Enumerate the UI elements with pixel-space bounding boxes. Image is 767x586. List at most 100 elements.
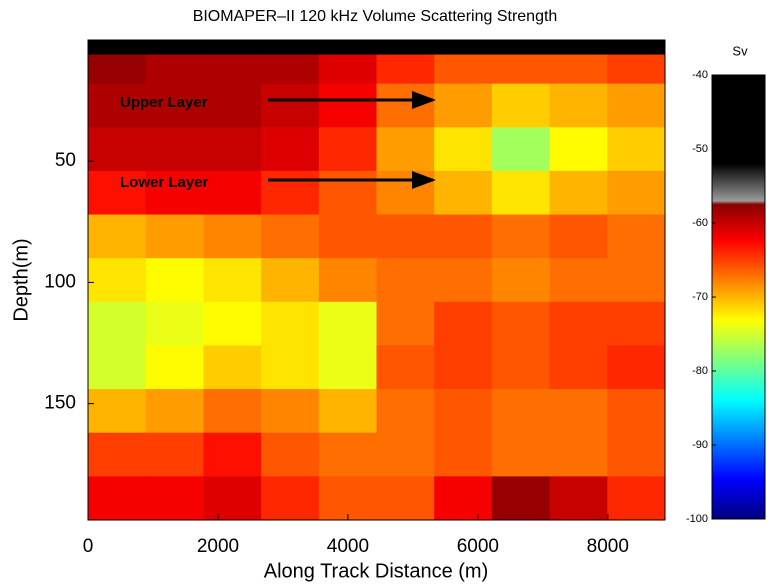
heatmap-cell	[261, 301, 320, 346]
heatmap-cell	[145, 127, 204, 172]
heatmap-cell	[549, 54, 608, 85]
chart-title: BIOMAPER–II 120 kHz Volume Scattering St…	[193, 8, 558, 25]
heatmap-cell	[376, 170, 435, 216]
heatmap-cell	[145, 258, 204, 303]
heatmap-cell	[376, 432, 435, 477]
heatmap-cell	[261, 345, 320, 390]
colorbar-tick-label: -40	[692, 69, 708, 81]
heatmap-cell	[318, 301, 377, 346]
heatmap-cell	[318, 40, 377, 56]
heatmap-cell	[88, 83, 147, 128]
heatmap-cell	[491, 127, 551, 172]
heatmap-cell	[376, 389, 435, 434]
heatmap-cell	[88, 345, 147, 390]
annotation: Upper Layer	[120, 94, 208, 111]
heatmap-cell	[434, 127, 493, 172]
heatmap-cell	[88, 476, 147, 521]
heatmap-cell	[607, 170, 666, 216]
y-tick-label: 100	[44, 271, 76, 292]
heatmap-cell	[145, 345, 204, 390]
heatmap-cell	[88, 54, 147, 85]
heatmap-cell	[88, 389, 147, 434]
heatmap-cell	[88, 301, 147, 346]
heatmap-cell	[607, 345, 666, 390]
heatmap-cell	[491, 432, 551, 477]
colorbar-tick-label: -70	[692, 291, 708, 303]
heatmap-cell	[607, 389, 666, 434]
heatmap-cell	[261, 214, 320, 259]
heatmap-cell	[203, 214, 262, 259]
heatmap-cell	[434, 345, 493, 390]
heatmap-cell	[145, 83, 204, 128]
heatmap-cell	[376, 258, 435, 303]
heatmap-cell	[88, 127, 147, 172]
heatmap-cell	[549, 127, 608, 172]
heatmap-cell	[607, 127, 666, 172]
colorbar-tick-label: -50	[692, 143, 708, 155]
heatmap-cell	[491, 389, 551, 434]
heatmap-cell	[145, 170, 204, 216]
heatmap-cell	[549, 40, 608, 56]
heatmap-cell	[318, 258, 377, 303]
heatmap-cell	[607, 432, 666, 477]
heatmap-cell	[376, 40, 435, 56]
colorbar-label: Sv	[732, 43, 748, 58]
heatmap-cell	[318, 432, 377, 477]
heatmap-cell	[376, 127, 435, 172]
heatmap-cell	[318, 127, 377, 172]
heatmap-cell	[318, 170, 377, 216]
heatmap-cell	[491, 476, 551, 521]
heatmap	[88, 40, 666, 521]
x-tick-label: 6000	[457, 536, 499, 557]
heatmap-cell	[376, 83, 435, 128]
heatmap-cell	[261, 432, 320, 477]
colorbar-tick-label: -60	[692, 217, 708, 229]
heatmap-cell	[88, 258, 147, 303]
heatmap-cell	[491, 258, 551, 303]
heatmap-cell	[145, 432, 204, 477]
y-axis-label: Depth(m)	[10, 238, 32, 321]
heatmap-cell	[261, 476, 320, 521]
heatmap-cell	[491, 54, 551, 85]
heatmap-cell	[88, 432, 147, 477]
colorbar-tick-label: -80	[692, 365, 708, 377]
heatmap-cell	[203, 432, 262, 477]
heatmap-cell	[549, 389, 608, 434]
heatmap-cell	[434, 432, 493, 477]
heatmap-cell	[491, 83, 551, 128]
x-tick-label: 8000	[587, 536, 629, 557]
colorbar	[711, 74, 766, 520]
heatmap-cell	[434, 476, 493, 521]
heatmap-cell	[491, 40, 551, 56]
heatmap-cell	[607, 258, 666, 303]
heatmap-cell	[549, 170, 608, 216]
heatmap-cell	[549, 301, 608, 346]
heatmap-cell	[88, 170, 147, 216]
heatmap-cell	[145, 301, 204, 346]
heatmap-cell	[434, 54, 493, 85]
heatmap-cell	[549, 258, 608, 303]
heatmap-cell	[607, 83, 666, 128]
plot-frame	[87, 39, 666, 521]
heatmap-cell	[318, 389, 377, 434]
heatmap-cell	[203, 345, 262, 390]
heatmap-cell	[434, 170, 493, 216]
heatmap-cell	[376, 345, 435, 390]
heatmap-cell	[549, 432, 608, 477]
x-tick-label: 2000	[197, 536, 239, 557]
heatmap-cell	[261, 170, 320, 216]
heatmap-cell	[261, 40, 320, 56]
heatmap-cell	[203, 40, 262, 56]
heatmap-cell	[491, 345, 551, 390]
heatmap-cell	[88, 40, 147, 56]
heatmap-cell	[261, 389, 320, 434]
heatmap-cell	[434, 40, 493, 56]
heatmap-cell	[318, 54, 377, 85]
heatmap-cell	[607, 301, 666, 346]
heatmap-cell	[318, 476, 377, 521]
heatmap-cell	[203, 83, 262, 128]
heatmap-cell	[145, 476, 204, 521]
heatmap-cell	[203, 389, 262, 434]
heatmap-cell	[434, 389, 493, 434]
